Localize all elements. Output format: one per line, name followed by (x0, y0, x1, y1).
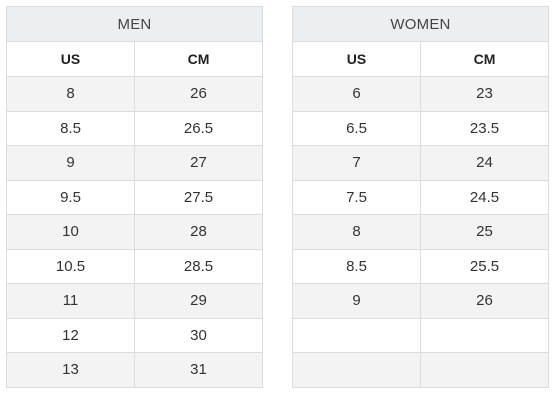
table-row: 12 30 (6, 317, 263, 353)
table-row: 8 25 (292, 214, 550, 250)
men-us-cell: 12 (6, 317, 135, 353)
men-table-title: MEN (6, 6, 263, 42)
women-us-cell: 6 (292, 76, 421, 112)
table-row: 6 23 (292, 76, 550, 112)
women-us-cell: 6.5 (292, 110, 421, 146)
women-cm-cell: 25.5 (419, 248, 550, 284)
women-us-cell: 9 (292, 283, 421, 319)
women-us-cell: 8.5 (292, 248, 421, 284)
table-row: 8.5 25.5 (292, 248, 550, 284)
women-us-cell: 7 (292, 145, 421, 181)
women-size-table: WOMEN US CM 6 23 6.5 23.5 7 24 7.5 24.5 … (291, 6, 550, 388)
men-cm-cell: 31 (134, 352, 263, 388)
men-cm-cell: 27.5 (134, 179, 263, 215)
women-cm-cell: 25 (419, 214, 550, 250)
men-us-cell: 13 (6, 352, 135, 388)
table-row: 7.5 24.5 (292, 179, 550, 215)
table-row: 8.5 26.5 (6, 110, 263, 146)
women-us-cell: 7.5 (292, 179, 421, 215)
table-row: 6.5 23.5 (292, 110, 550, 146)
men-header-us: US (6, 41, 135, 77)
men-us-cell: 9 (6, 145, 135, 181)
men-cm-cell: 30 (134, 317, 263, 353)
table-row: 10.5 28.5 (6, 248, 263, 284)
men-cm-cell: 28.5 (134, 248, 263, 284)
men-us-cell: 9.5 (6, 179, 135, 215)
men-cm-cell: 26 (134, 76, 263, 112)
women-us-cell (292, 352, 421, 388)
women-cm-cell (419, 352, 550, 388)
table-row: 10 28 (6, 214, 263, 250)
men-cm-cell: 26.5 (134, 110, 263, 146)
table-row: 9 26 (292, 283, 550, 319)
women-us-cell: 8 (292, 214, 421, 250)
women-header-us: US (292, 41, 421, 77)
men-us-cell: 8 (6, 76, 135, 112)
men-us-cell: 10.5 (6, 248, 135, 284)
table-row: 7 24 (292, 145, 550, 181)
table-row: 13 31 (6, 352, 263, 388)
men-cm-cell: 28 (134, 214, 263, 250)
women-table-title: WOMEN (291, 6, 550, 42)
men-size-table: MEN US CM 8 26 8.5 26.5 9 27 9.5 27.5 10… (6, 6, 263, 388)
men-us-cell: 10 (6, 214, 135, 250)
women-cm-cell: 26 (419, 283, 550, 319)
men-us-cell: 8.5 (6, 110, 135, 146)
table-row: 8 26 (6, 76, 263, 112)
men-cm-cell: 27 (134, 145, 263, 181)
table-row: 9.5 27.5 (6, 179, 263, 215)
men-cm-cell: 29 (134, 283, 263, 319)
women-header-cm: CM (419, 41, 550, 77)
men-us-cell: 11 (6, 283, 135, 319)
women-cm-cell: 23 (419, 76, 550, 112)
men-header-cm: CM (134, 41, 263, 77)
women-cm-cell: 24 (419, 145, 550, 181)
table-row (292, 352, 550, 388)
table-row (292, 317, 550, 353)
women-cm-cell (419, 317, 550, 353)
women-cm-cell: 24.5 (419, 179, 550, 215)
table-row: 11 29 (6, 283, 263, 319)
table-row: 9 27 (6, 145, 263, 181)
women-cm-cell: 23.5 (419, 110, 550, 146)
women-us-cell (292, 317, 421, 353)
